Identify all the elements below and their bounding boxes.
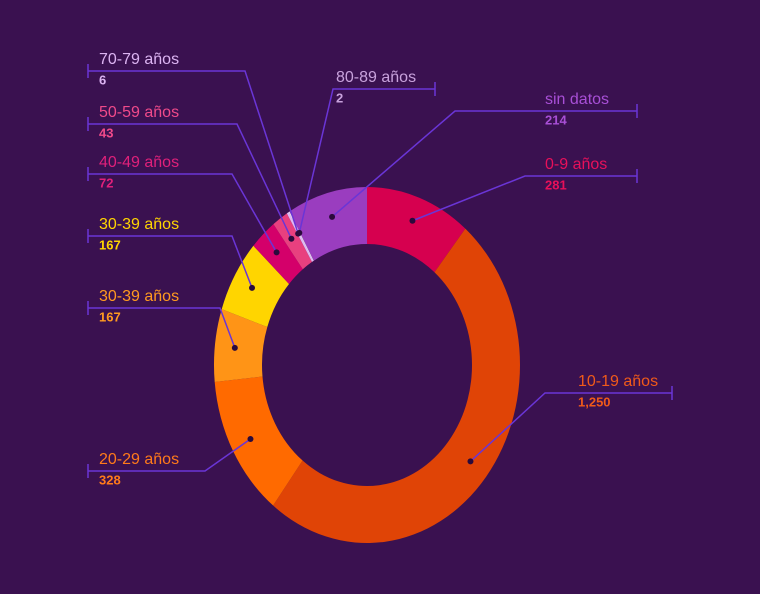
slice-label: 50-59 años: [99, 104, 179, 121]
leader-line: [331, 110, 637, 218]
leader-dot: [467, 458, 474, 465]
slice-label: 30-39 años: [99, 288, 179, 305]
leader-dot: [296, 229, 303, 236]
leader-line: [88, 173, 278, 253]
donut-slice: [221, 245, 290, 328]
leader-line: [88, 438, 251, 472]
slice-value: 1,250: [578, 394, 611, 409]
slice-label: 70-79 años: [99, 51, 179, 68]
slice-label: 0-9 años: [545, 156, 607, 173]
leader-line: [88, 70, 299, 234]
leader-line: [88, 307, 236, 349]
slice-value: 281: [545, 177, 567, 192]
leader-line: [88, 123, 293, 240]
slice-value: 6: [99, 72, 106, 87]
slice-label: sin datos: [545, 91, 609, 108]
leader-dot: [231, 344, 238, 351]
leader-line: [469, 392, 672, 462]
leader-dot: [288, 235, 295, 242]
leader-line: [298, 88, 435, 234]
slice-label: 30-39 años: [99, 216, 179, 233]
donut-slice: [214, 376, 303, 506]
leader-dot: [409, 217, 416, 224]
slice-value: 167: [99, 309, 121, 324]
leader-dot: [273, 249, 280, 256]
slice-value: 2: [336, 90, 343, 105]
slice-label: 20-29 años: [99, 451, 179, 468]
donut-slice: [289, 187, 367, 261]
slice-label: 10-19 años: [578, 373, 658, 390]
leader-line: [88, 235, 253, 289]
donut-slice: [286, 212, 314, 262]
slice-value: 72: [99, 175, 113, 190]
leader-dot: [329, 213, 336, 220]
slice-label: 80-89 años: [336, 69, 416, 86]
slice-value: 214: [545, 112, 567, 127]
slice-value: 328: [99, 472, 121, 487]
leader-dot: [247, 435, 254, 442]
leader-dot: [249, 284, 256, 291]
leader-line: [412, 175, 637, 222]
donut-slice: [367, 187, 466, 273]
slice-value: 43: [99, 125, 113, 140]
slice-label: 40-49 años: [99, 154, 179, 171]
donut-slice: [273, 228, 520, 543]
slice-value: 167: [99, 237, 121, 252]
